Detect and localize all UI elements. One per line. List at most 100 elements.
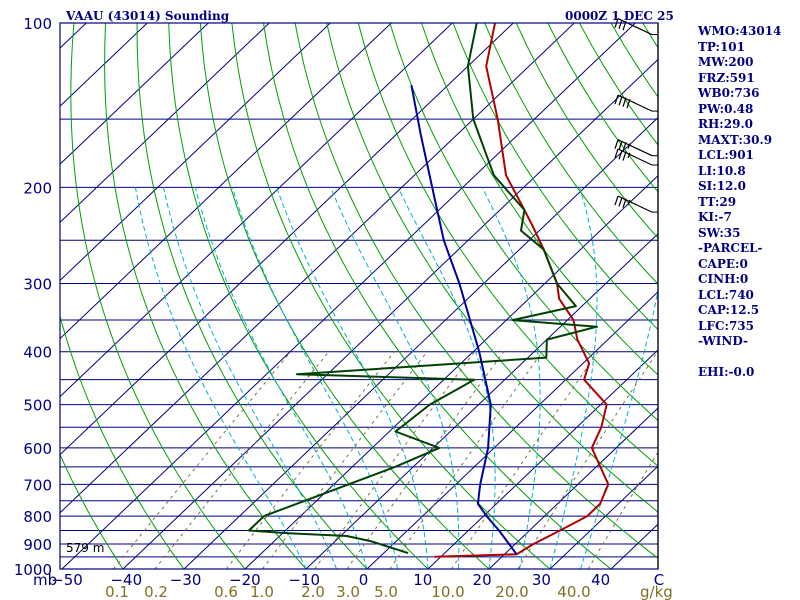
index-line: LCL:901 bbox=[698, 148, 754, 162]
dry-adiabat-line bbox=[168, 23, 429, 569]
series-layer bbox=[247, 23, 610, 558]
index-line: -WIND- bbox=[698, 334, 748, 348]
isotherm-line bbox=[122, 58, 658, 569]
dry-adiabat-line bbox=[104, 23, 307, 569]
mixing-ratio-tick-label: 0.1 bbox=[105, 583, 129, 600]
isotherm-line bbox=[549, 465, 658, 569]
index-line bbox=[698, 350, 798, 366]
isotherm-line bbox=[0, 23, 25, 569]
pressure-tick-label: 800 bbox=[23, 508, 52, 526]
dry-adiabat-line bbox=[357, 23, 658, 467]
index-line: TT:29 bbox=[698, 194, 737, 209]
moist-adiabat-line bbox=[134, 187, 307, 569]
dry-adiabat-line bbox=[326, 23, 658, 513]
pressure-tick-label: 400 bbox=[23, 344, 52, 362]
index-line: KI:-7 bbox=[698, 210, 732, 224]
pressure-unit-label: mb bbox=[33, 571, 57, 589]
mixing-ratio-line bbox=[226, 351, 395, 569]
moist-adiabat-line bbox=[330, 187, 460, 569]
isotherm-line bbox=[60, 23, 514, 456]
dry-adiabat-line bbox=[60, 314, 185, 569]
isotherm-line bbox=[60, 23, 575, 514]
temperature-tick-label: 0 bbox=[359, 571, 369, 589]
station-height-label: 579 m bbox=[66, 541, 104, 555]
wind-barb bbox=[614, 195, 658, 213]
parcel-profile-line bbox=[410, 85, 518, 555]
mixing-ratio-line bbox=[587, 451, 658, 569]
isotherm-line bbox=[427, 349, 658, 569]
dry-adiabat-line bbox=[484, 23, 658, 285]
wind-barb bbox=[614, 148, 658, 166]
wind-barb bbox=[614, 94, 658, 112]
stability-indices-panel: WMO:43014 TP:101 MW:200 FRZ:591 WB0:736 PW:0.… bbox=[698, 24, 798, 381]
index-line: MW:200 bbox=[698, 55, 754, 69]
mixing-ratio-tick-label: 3.0 bbox=[336, 583, 360, 600]
pressure-tick-label: 100 bbox=[23, 15, 52, 33]
mixing-ratio-tick-label: 5.0 bbox=[374, 583, 398, 600]
dry-adiabat-line bbox=[452, 23, 658, 331]
temperature-tick-label: −20 bbox=[229, 571, 261, 589]
moist-adiabat-line bbox=[481, 187, 541, 569]
index-line: WB0:736 bbox=[698, 86, 760, 100]
mixing-ratio-tick-label: 0.6 bbox=[214, 583, 238, 600]
index-line: LI:10.8 bbox=[698, 163, 746, 178]
mixing-ratio-tick-label: 1.0 bbox=[250, 583, 274, 600]
mixing-ratio-tick-label: 10.0 bbox=[431, 583, 464, 600]
isotherm-line bbox=[60, 23, 148, 107]
grid-layer bbox=[0, 23, 658, 569]
isotherm-line bbox=[60, 23, 392, 340]
temperature-unit-label: C bbox=[654, 571, 664, 589]
isotherm-line bbox=[60, 23, 331, 282]
dry-adiabat-line bbox=[70, 23, 246, 569]
dry-adiabat-line bbox=[231, 23, 551, 569]
index-line: MAXT:30.9 bbox=[698, 132, 773, 147]
mixing-ratio-line bbox=[262, 351, 428, 569]
isotherm-line bbox=[60, 23, 209, 165]
moist-adiabat-line bbox=[163, 187, 337, 569]
index-line: CAPE:0 bbox=[698, 256, 748, 271]
index-line: WMO:43014 bbox=[698, 24, 782, 38]
mixing-ratio-line bbox=[113, 351, 292, 569]
moist-adiabat-line bbox=[231, 187, 398, 569]
index-line: FRZ:591 bbox=[698, 70, 755, 85]
temperature-profile-line bbox=[434, 23, 610, 558]
isotherm-line bbox=[60, 23, 453, 398]
dry-adiabat-line bbox=[294, 23, 658, 559]
mixing-ratio-line bbox=[154, 351, 330, 569]
isotherm-line bbox=[183, 116, 658, 569]
chart-title: VAAU (43014) Sounding bbox=[66, 9, 230, 23]
pressure-tick-label: 900 bbox=[23, 536, 52, 554]
mixing-ratio-tick-label: 2.0 bbox=[301, 583, 325, 600]
dry-adiabat-line bbox=[199, 23, 490, 569]
index-line: CINH:0 bbox=[698, 272, 749, 286]
index-line: SW:35 bbox=[698, 225, 741, 240]
index-line: TP:101 bbox=[698, 39, 746, 54]
index-line: PW:0.48 bbox=[698, 101, 754, 116]
pressure-tick-label: 200 bbox=[23, 179, 52, 197]
index-line: RH:29.0 bbox=[698, 117, 753, 131]
pressure-tick-label: 700 bbox=[23, 476, 52, 494]
dewpoint-profile-line bbox=[247, 23, 598, 555]
temperature-tick-label: 10 bbox=[413, 571, 432, 589]
temperature-tick-label: −50 bbox=[51, 571, 83, 589]
mixing-ratio-line bbox=[346, 351, 505, 569]
moist-adiabat-line bbox=[276, 187, 429, 569]
pressure-tick-label: 1000 bbox=[14, 561, 52, 579]
moist-adiabat-line bbox=[549, 187, 598, 569]
isotherm-line bbox=[488, 407, 658, 569]
isotherm-line bbox=[61, 23, 636, 569]
temperature-tick-label: 20 bbox=[473, 571, 492, 589]
index-line: LFC:735 bbox=[698, 318, 754, 333]
index-line: LCL:740 bbox=[698, 287, 754, 302]
moist-adiabat-line bbox=[194, 187, 368, 569]
temperature-tick-label: −40 bbox=[110, 571, 142, 589]
mixing-ratio-line bbox=[389, 351, 543, 569]
moist-adiabat-line bbox=[580, 287, 658, 569]
chart-time: 0000Z 1 DEC 25 bbox=[565, 9, 674, 23]
mixing-ratio-line bbox=[314, 351, 475, 569]
pressure-tick-label: 300 bbox=[23, 276, 52, 294]
wind-barb bbox=[614, 139, 658, 157]
index-line: CAP:12.5 bbox=[698, 303, 760, 317]
